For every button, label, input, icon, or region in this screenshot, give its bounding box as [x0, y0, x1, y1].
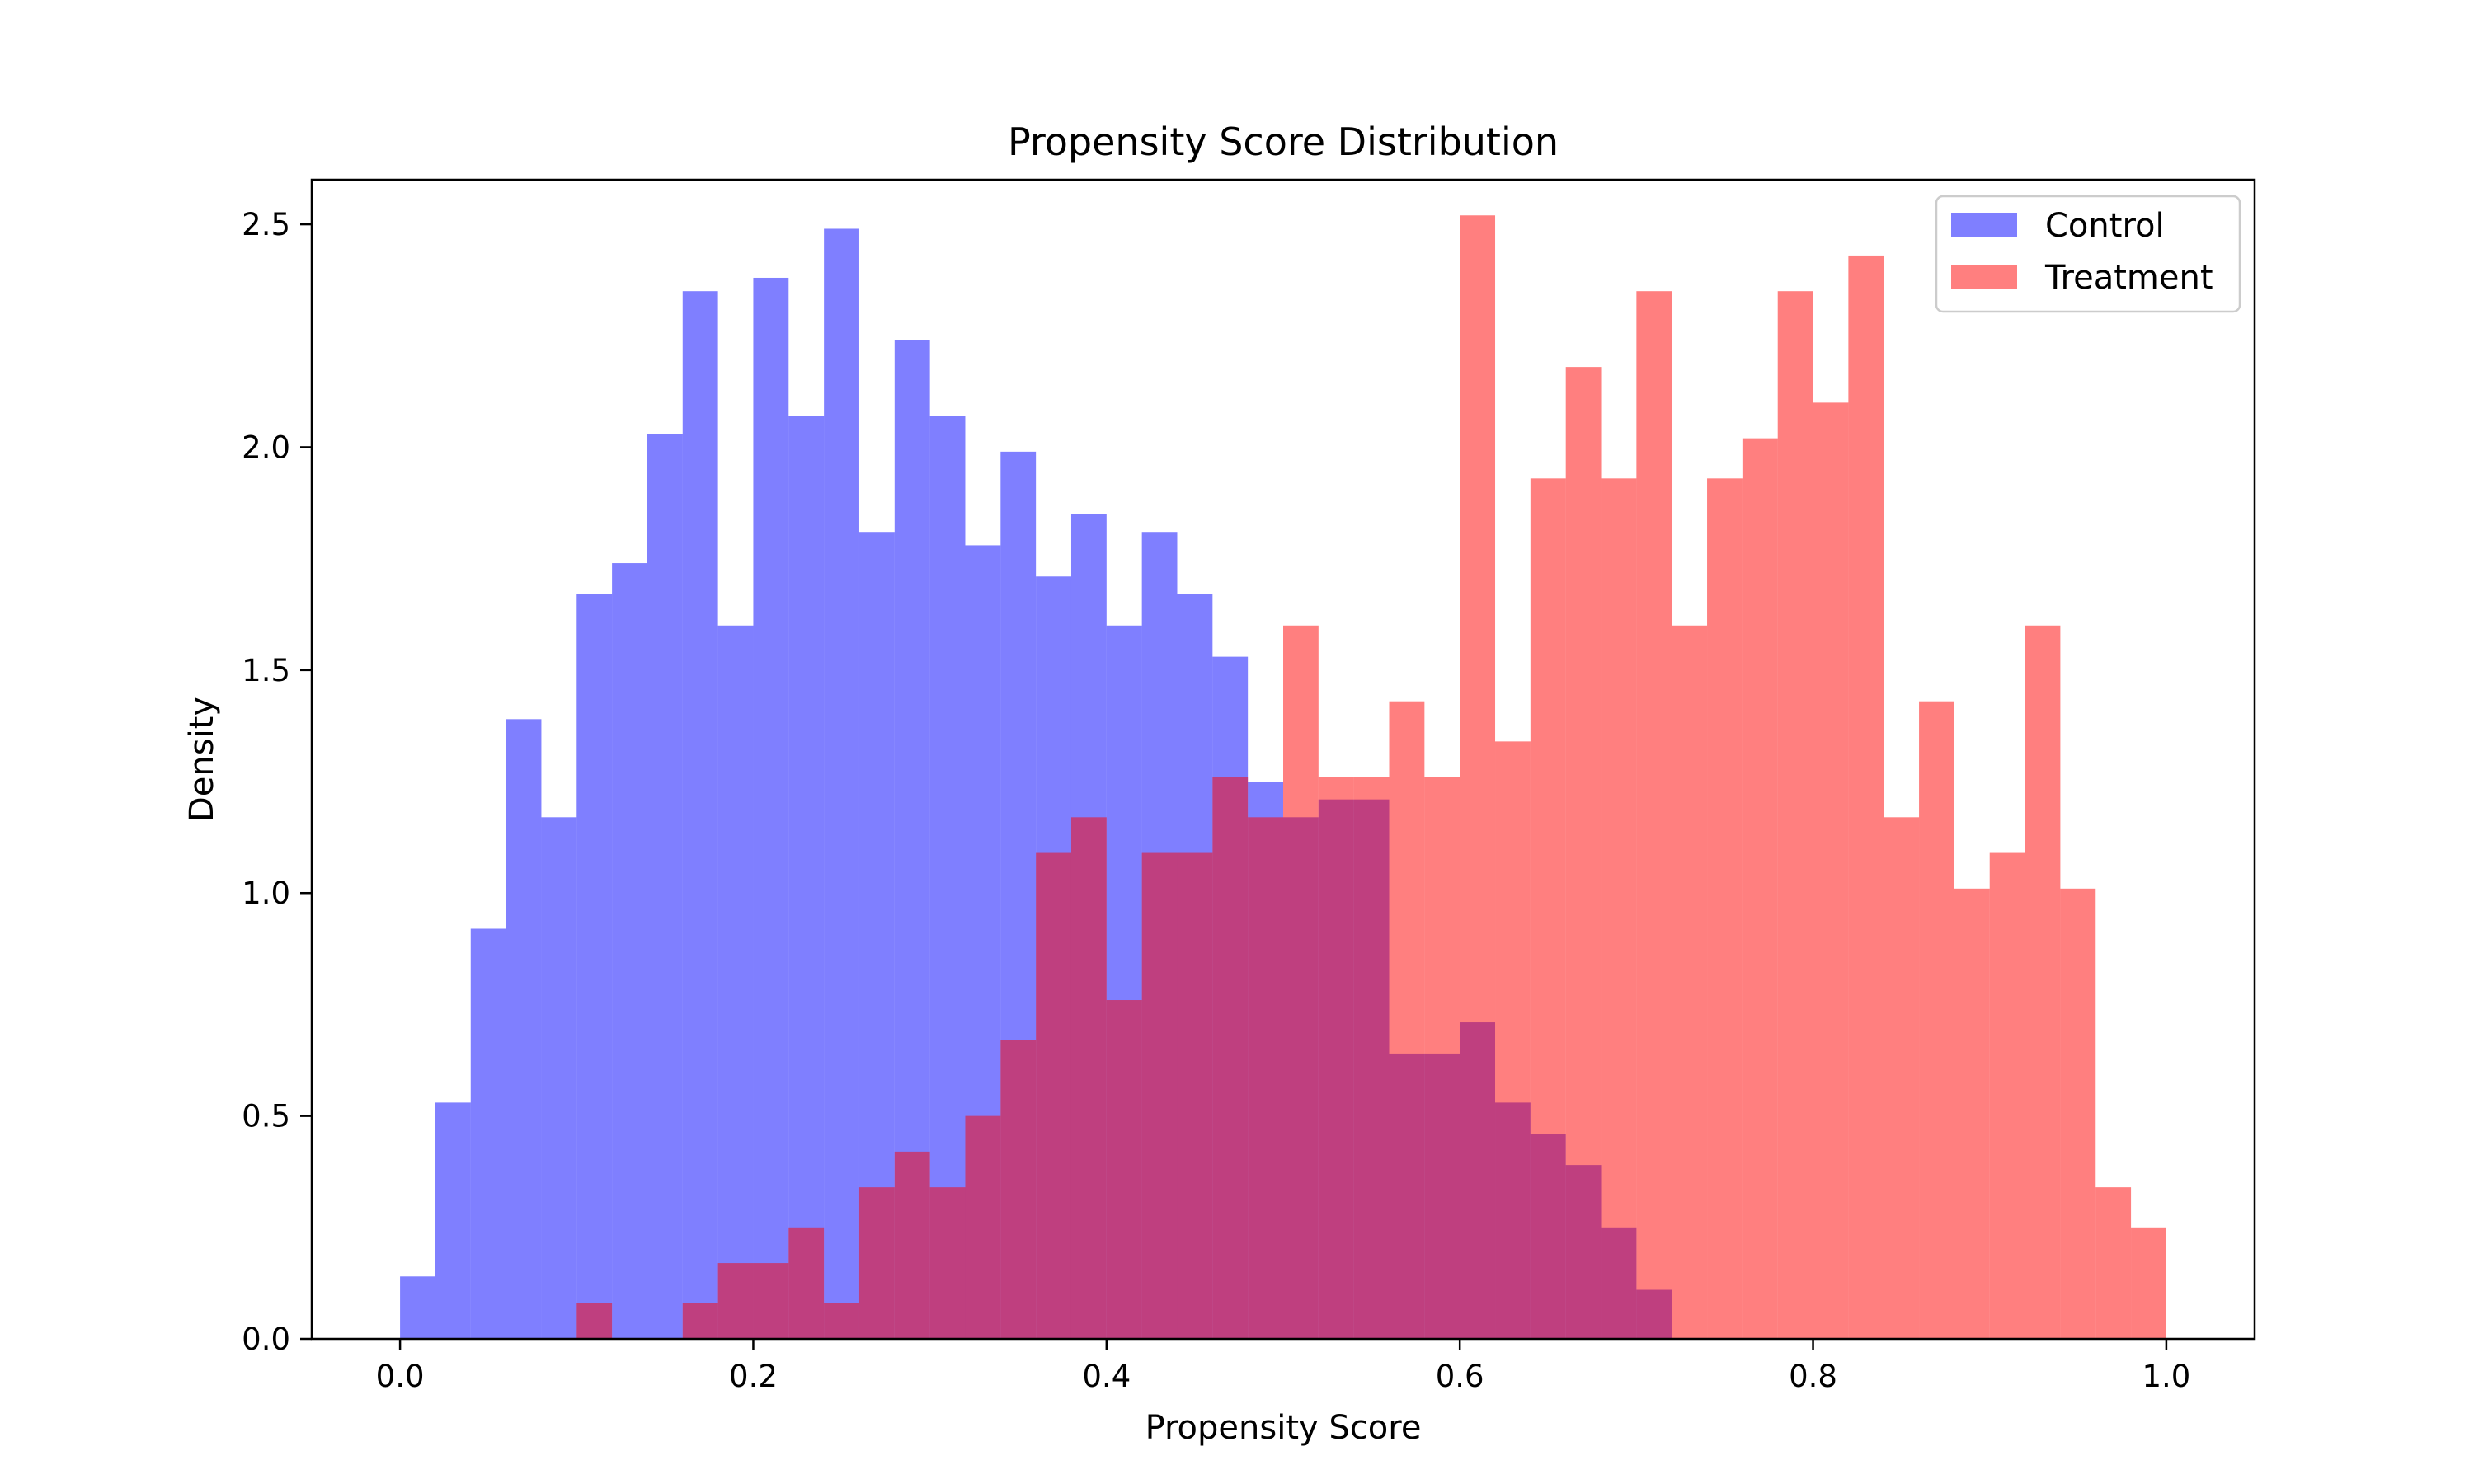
bar-treatment-17: [1177, 852, 1213, 1339]
bar-treatment-26: [1495, 741, 1531, 1339]
bar-treatment-30: [1636, 291, 1672, 1340]
bar-treatment-32: [1707, 478, 1743, 1339]
bar-treatment-35: [1813, 402, 1849, 1339]
bar-treatment-21: [1318, 777, 1354, 1339]
bar-control-4: [541, 817, 577, 1339]
bar-treatment-38: [1919, 701, 1954, 1339]
x-tick-label: 0.4: [1082, 1359, 1131, 1394]
bar-treatment-4: [717, 1263, 754, 1339]
bar-treatment-23: [1389, 701, 1425, 1339]
y-tick-label: 2.5: [242, 207, 290, 242]
x-tick-label: 1.0: [2142, 1359, 2190, 1394]
bar-treatment-25: [1460, 215, 1496, 1339]
legend-label-control: Control: [2045, 207, 2165, 245]
legend: Control Treatment: [1935, 195, 2241, 313]
bar-control-7: [647, 434, 683, 1339]
bar-treatment-22: [1353, 777, 1390, 1339]
bar-treatment-44: [2131, 1227, 2166, 1339]
y-tick-label: 0.5: [242, 1099, 290, 1134]
bar-treatment-43: [2095, 1187, 2132, 1339]
bar-treatment-14: [1070, 817, 1107, 1339]
bar-treatment-28: [1565, 367, 1602, 1339]
bar-treatment-11: [965, 1115, 1001, 1339]
bar-treatment-9: [894, 1151, 930, 1339]
bar-treatment-24: [1424, 777, 1460, 1339]
bar-control-3: [506, 719, 542, 1339]
bar-treatment-5: [753, 1263, 789, 1339]
bar-control-8: [682, 291, 718, 1340]
bar-treatment-27: [1530, 478, 1566, 1339]
bar-treatment-8: [858, 1187, 895, 1339]
bar-control-6: [612, 563, 647, 1339]
y-tick-label: 0.0: [242, 1322, 290, 1357]
bar-treatment-34: [1777, 291, 1813, 1340]
bar-treatment-20: [1283, 625, 1319, 1339]
bar-treatment-15: [1106, 1000, 1142, 1339]
bar-treatment-0: [576, 1303, 613, 1339]
bar-treatment-7: [824, 1303, 859, 1339]
bar-treatment-31: [1672, 625, 1708, 1339]
plot-frame: [310, 178, 2256, 1341]
legend-swatch-control: [1951, 213, 2017, 237]
bar-treatment-3: [682, 1303, 718, 1339]
legend-label-treatment: Treatment: [2044, 259, 2213, 297]
legend-swatch-treatment: [1951, 265, 2017, 289]
x-axis-label: Propensity Score: [1145, 1409, 1422, 1447]
bar-treatment-19: [1248, 817, 1283, 1339]
bar-treatment-29: [1601, 478, 1637, 1339]
bar-control-5: [576, 594, 613, 1339]
bar-treatment-33: [1742, 438, 1778, 1339]
bar-treatment-37: [1884, 817, 1920, 1339]
bar-treatment-18: [1212, 777, 1249, 1339]
bar-treatment-16: [1141, 852, 1178, 1339]
bar-treatment-12: [1000, 1040, 1037, 1339]
x-tick-label: 0.2: [729, 1359, 778, 1394]
bar-treatment-40: [1989, 852, 2025, 1339]
bar-treatment-10: [929, 1187, 966, 1339]
y-tick-label: 1.0: [242, 876, 290, 911]
bar-control-1: [435, 1102, 471, 1339]
bar-control-9: [717, 625, 754, 1339]
y-axis-label: Density: [183, 697, 221, 822]
bar-control-10: [753, 277, 789, 1340]
bar-control-2: [470, 928, 506, 1339]
bars-layer: [400, 215, 2166, 1340]
bar-treatment-41: [2025, 625, 2061, 1339]
bar-control-0: [400, 1276, 435, 1339]
bar-control-15: [929, 416, 966, 1339]
x-tick-label: 0.8: [1789, 1359, 1837, 1394]
y-tick-label: 2.0: [242, 430, 290, 465]
bar-control-11: [788, 416, 825, 1339]
bar-treatment-36: [1848, 255, 1884, 1340]
y-axis-ticks: 0.0 0.5 1.0 1.5 2.0 2.5: [242, 207, 312, 1357]
bar-treatment-13: [1036, 852, 1071, 1339]
x-axis-ticks: 0.0 0.2 0.4 0.6 0.8 1.0: [376, 1339, 2190, 1394]
bar-treatment-6: [788, 1227, 825, 1339]
bar-treatment-42: [2060, 888, 2096, 1339]
x-tick-label: 0.6: [1436, 1359, 1484, 1394]
y-tick-label: 1.5: [242, 653, 290, 688]
bar-treatment-39: [1954, 888, 1990, 1339]
x-tick-label: 0.0: [376, 1359, 425, 1394]
bar-control-12: [824, 228, 859, 1340]
chart-title: Propensity Score Distribution: [1008, 120, 1559, 164]
